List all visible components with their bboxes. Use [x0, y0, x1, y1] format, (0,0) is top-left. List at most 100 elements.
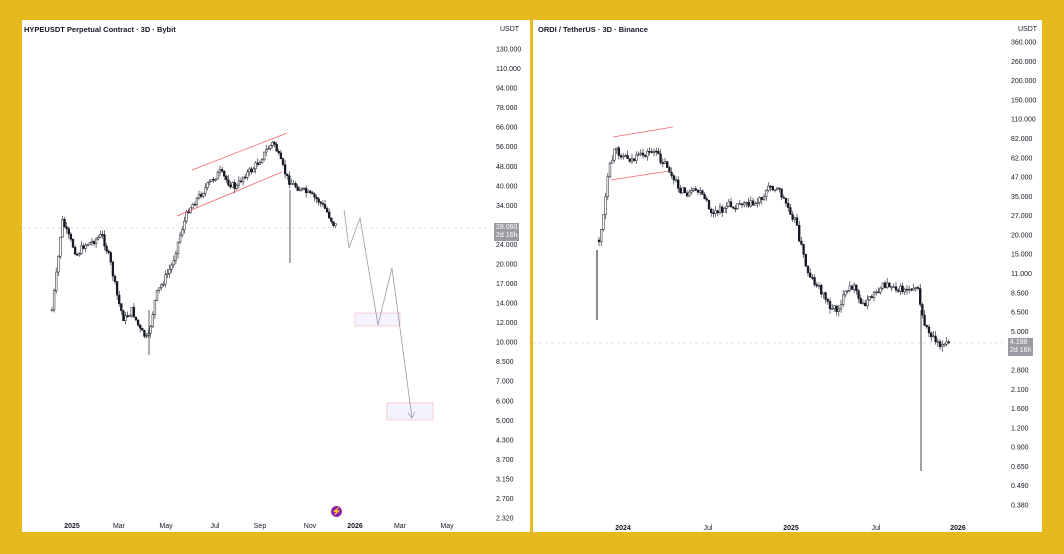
candle-body: [703, 194, 706, 199]
candle-body: [600, 229, 603, 243]
candle-body: [59, 236, 62, 257]
candle-body: [947, 341, 950, 344]
candle-body: [749, 200, 752, 207]
candle-body: [628, 158, 631, 162]
x-tick-label: Mar: [394, 523, 407, 530]
candle-body: [229, 184, 232, 188]
candle-body: [619, 155, 623, 158]
right-chart-canvas[interactable]: 360.000 260.000 200.000 150.000 110.000 82.00…: [533, 20, 1042, 532]
candle-body: [802, 244, 805, 255]
left-chart-title: HYPEUSDT Perpetual Contract · 3D · Bybit: [24, 25, 176, 34]
candle-body: [626, 155, 629, 159]
candle-body: [866, 299, 869, 307]
candle-body: [853, 284, 856, 290]
x-tick-label: Jul: [211, 523, 220, 530]
candle-body: [277, 150, 280, 154]
tradingview-logo-icon[interactable]: ⚡: [331, 506, 342, 517]
y-tick-label: 48.000: [496, 164, 518, 171]
candle-body: [57, 256, 60, 273]
candle-body: [765, 190, 768, 197]
candle-body: [164, 274, 167, 285]
x-tick-label: Sep: [254, 523, 267, 530]
right-price-badge: 4.198 2d 16h: [1008, 338, 1034, 356]
candle-body: [923, 314, 926, 326]
candle-body: [292, 183, 295, 185]
candle-body: [118, 294, 121, 304]
candle-body: [252, 168, 255, 173]
y-tick-label: 0.900: [1011, 445, 1029, 452]
right-chart-panel[interactable]: ORDI / TetherUS · 3D · Binance USDT 360.…: [533, 20, 1042, 532]
candle-body: [191, 204, 194, 209]
candle-body: [751, 200, 755, 206]
left-chart-canvas[interactable]: 130.000 110.000 94.000 78.000 66.000 56.000 48…: [22, 20, 530, 532]
candle-body: [124, 315, 127, 322]
candle-body: [611, 159, 614, 164]
candle-body: [859, 298, 862, 304]
y-tick-label: 2.100: [1011, 387, 1029, 394]
candle-body: [115, 281, 119, 296]
candle-body: [690, 190, 693, 193]
candle-body: [897, 289, 900, 292]
y-tick-label: 10.000: [496, 340, 518, 347]
candle-body: [721, 206, 724, 213]
candle-body: [145, 335, 148, 337]
y-tick-label: 20.000: [496, 261, 518, 268]
candle-body: [235, 184, 238, 189]
y-tick-label: 24.000: [496, 242, 518, 249]
candle-body: [795, 217, 799, 226]
candle-body: [707, 199, 711, 210]
channel-upper-line: [191, 132, 288, 171]
candle-body: [227, 179, 230, 186]
candle-body: [681, 187, 684, 194]
target-zone-2: [386, 402, 434, 421]
y-tick-label: 2.800: [1011, 367, 1029, 374]
candle-body: [780, 188, 783, 198]
candle-body: [809, 272, 812, 278]
candle-body: [734, 207, 737, 210]
candle-body: [275, 144, 278, 152]
candle-body: [271, 141, 274, 146]
candle-body: [183, 220, 186, 231]
candle-body: [725, 206, 728, 209]
candle-body: [328, 211, 331, 219]
candle-body: [290, 183, 293, 185]
candle-body: [943, 343, 946, 346]
candle-body: [864, 302, 867, 307]
candle-body: [315, 196, 318, 200]
y-tick-label: 150.000: [1011, 97, 1036, 104]
candle-body: [134, 316, 138, 321]
candle-body: [176, 241, 180, 255]
candle-body: [648, 151, 651, 153]
candle-body: [286, 173, 289, 176]
candle-body: [141, 328, 144, 331]
candle-body: [745, 202, 748, 204]
candle-body: [903, 288, 906, 293]
candle-body: [90, 241, 94, 243]
candle-body: [608, 162, 612, 178]
candle-body: [793, 217, 796, 220]
candle-body: [233, 182, 236, 189]
right-countdown-label: 2d 16h: [1010, 347, 1032, 354]
candle-body: [639, 152, 642, 155]
candle-body: [674, 179, 678, 182]
projected-arrowhead: [407, 411, 416, 419]
candle-body: [650, 151, 653, 153]
candle-body: [839, 304, 843, 310]
y-tick-label: 2.700: [496, 496, 514, 503]
y-tick-label: 5.000: [496, 418, 514, 425]
candle-body: [132, 307, 136, 318]
left-chart-panel[interactable]: HYPEUSDT Perpetual Contract · 3D · Bybit…: [22, 20, 530, 532]
candle-body: [822, 292, 825, 295]
candle-body: [875, 291, 878, 294]
candle-body: [811, 276, 814, 279]
y-tick-label: 3.700: [496, 457, 514, 464]
candle-body: [239, 180, 243, 183]
candle-body: [260, 159, 264, 163]
candle-body: [193, 204, 196, 206]
candle-body: [109, 252, 112, 263]
candle-body: [694, 188, 697, 191]
candle-body: [216, 171, 220, 180]
candle-body: [861, 302, 865, 305]
candle-body: [644, 155, 647, 157]
candle-body: [267, 148, 270, 150]
